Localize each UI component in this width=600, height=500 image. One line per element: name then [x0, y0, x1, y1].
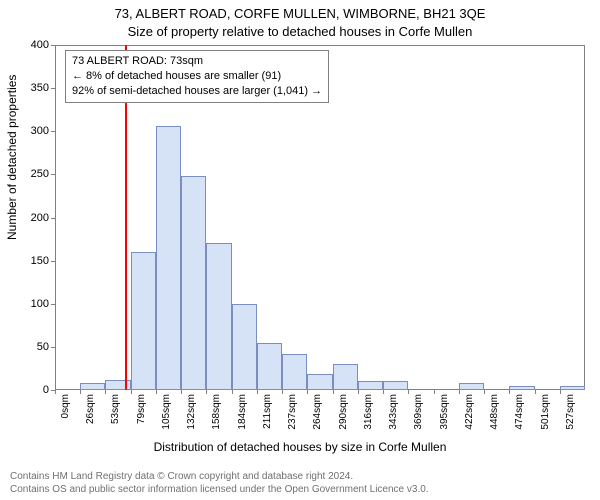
histogram-bar: [131, 252, 156, 390]
histogram-plot: 0501001502002503003504000sqm26sqm53sqm79…: [55, 45, 585, 390]
ytick-mark: [51, 45, 55, 46]
xtick-mark: [560, 390, 561, 394]
x-axis-label: Distribution of detached houses by size …: [0, 440, 600, 454]
histogram-bar: [206, 243, 231, 390]
ytick-mark: [51, 131, 55, 132]
xtick-label: 158sqm: [209, 394, 222, 430]
xtick-mark: [358, 390, 359, 394]
xtick-label: 237sqm: [285, 394, 298, 430]
xtick-mark: [257, 390, 258, 394]
xtick-mark: [408, 390, 409, 394]
xtick-label: 501sqm: [538, 394, 551, 430]
xtick-label: 474sqm: [512, 394, 525, 430]
histogram-bar: [282, 354, 307, 390]
histogram-bar: [181, 176, 206, 390]
histogram-bar: [105, 380, 130, 390]
annotation-line: 92% of semi-detached houses are larger (…: [72, 84, 322, 99]
title-sub: Size of property relative to detached ho…: [0, 24, 600, 39]
histogram-bar: [156, 126, 181, 390]
xtick-mark: [232, 390, 233, 394]
title-main: 73, ALBERT ROAD, CORFE MULLEN, WIMBORNE,…: [0, 6, 600, 21]
xtick-mark: [131, 390, 132, 394]
histogram-bar: [333, 364, 358, 390]
ytick-mark: [51, 304, 55, 305]
xtick-label: 132sqm: [184, 394, 197, 430]
xtick-mark: [282, 390, 283, 394]
xtick-label: 343sqm: [386, 394, 399, 430]
ytick-mark: [51, 174, 55, 175]
histogram-bar: [257, 343, 282, 390]
xtick-label: 395sqm: [437, 394, 450, 430]
ytick-mark: [51, 261, 55, 262]
footer-line1: Contains HM Land Registry data © Crown c…: [10, 470, 429, 483]
xtick-mark: [333, 390, 334, 394]
xtick-mark: [181, 390, 182, 394]
xtick-mark: [55, 390, 56, 394]
xtick-label: 105sqm: [159, 394, 172, 430]
xtick-label: 448sqm: [487, 394, 500, 430]
xtick-label: 369sqm: [411, 394, 424, 430]
xtick-label: 316sqm: [361, 394, 374, 430]
histogram-bar: [80, 383, 105, 390]
xtick-label: 211sqm: [260, 394, 273, 429]
xtick-mark: [459, 390, 460, 394]
xtick-mark: [206, 390, 207, 394]
xtick-label: 79sqm: [134, 394, 147, 424]
xtick-mark: [80, 390, 81, 394]
annotation-line: ← 8% of detached houses are smaller (91): [72, 69, 322, 84]
footer-line2: Contains OS and public sector informatio…: [10, 483, 429, 496]
xtick-mark: [105, 390, 106, 394]
histogram-bar: [459, 383, 484, 390]
xtick-mark: [535, 390, 536, 394]
xtick-mark: [484, 390, 485, 394]
footer-attribution: Contains HM Land Registry data © Crown c…: [10, 470, 429, 496]
xtick-label: 290sqm: [336, 394, 349, 430]
ytick-mark: [51, 218, 55, 219]
y-axis-label: Number of detached properties: [5, 75, 19, 240]
xtick-label: 53sqm: [108, 394, 121, 424]
xtick-mark: [434, 390, 435, 394]
xtick-mark: [307, 390, 308, 394]
xtick-label: 264sqm: [310, 394, 323, 430]
ytick-mark: [51, 88, 55, 89]
annotation-line: 73 ALBERT ROAD: 73sqm: [72, 54, 322, 69]
xtick-mark: [156, 390, 157, 394]
xtick-label: 184sqm: [235, 394, 248, 430]
histogram-bar: [358, 381, 383, 390]
xtick-mark: [509, 390, 510, 394]
histogram-bar: [509, 386, 534, 390]
ytick-mark: [51, 347, 55, 348]
histogram-bar: [232, 304, 257, 390]
xtick-label: 527sqm: [563, 394, 576, 430]
histogram-bar: [383, 381, 408, 390]
xtick-mark: [383, 390, 384, 394]
xtick-label: 26sqm: [83, 394, 96, 424]
annotation-box: 73 ALBERT ROAD: 73sqm← 8% of detached ho…: [65, 50, 329, 103]
histogram-bar: [307, 374, 332, 390]
histogram-bar: [560, 386, 585, 390]
xtick-label: 0sqm: [58, 394, 71, 418]
xtick-label: 422sqm: [462, 394, 475, 430]
